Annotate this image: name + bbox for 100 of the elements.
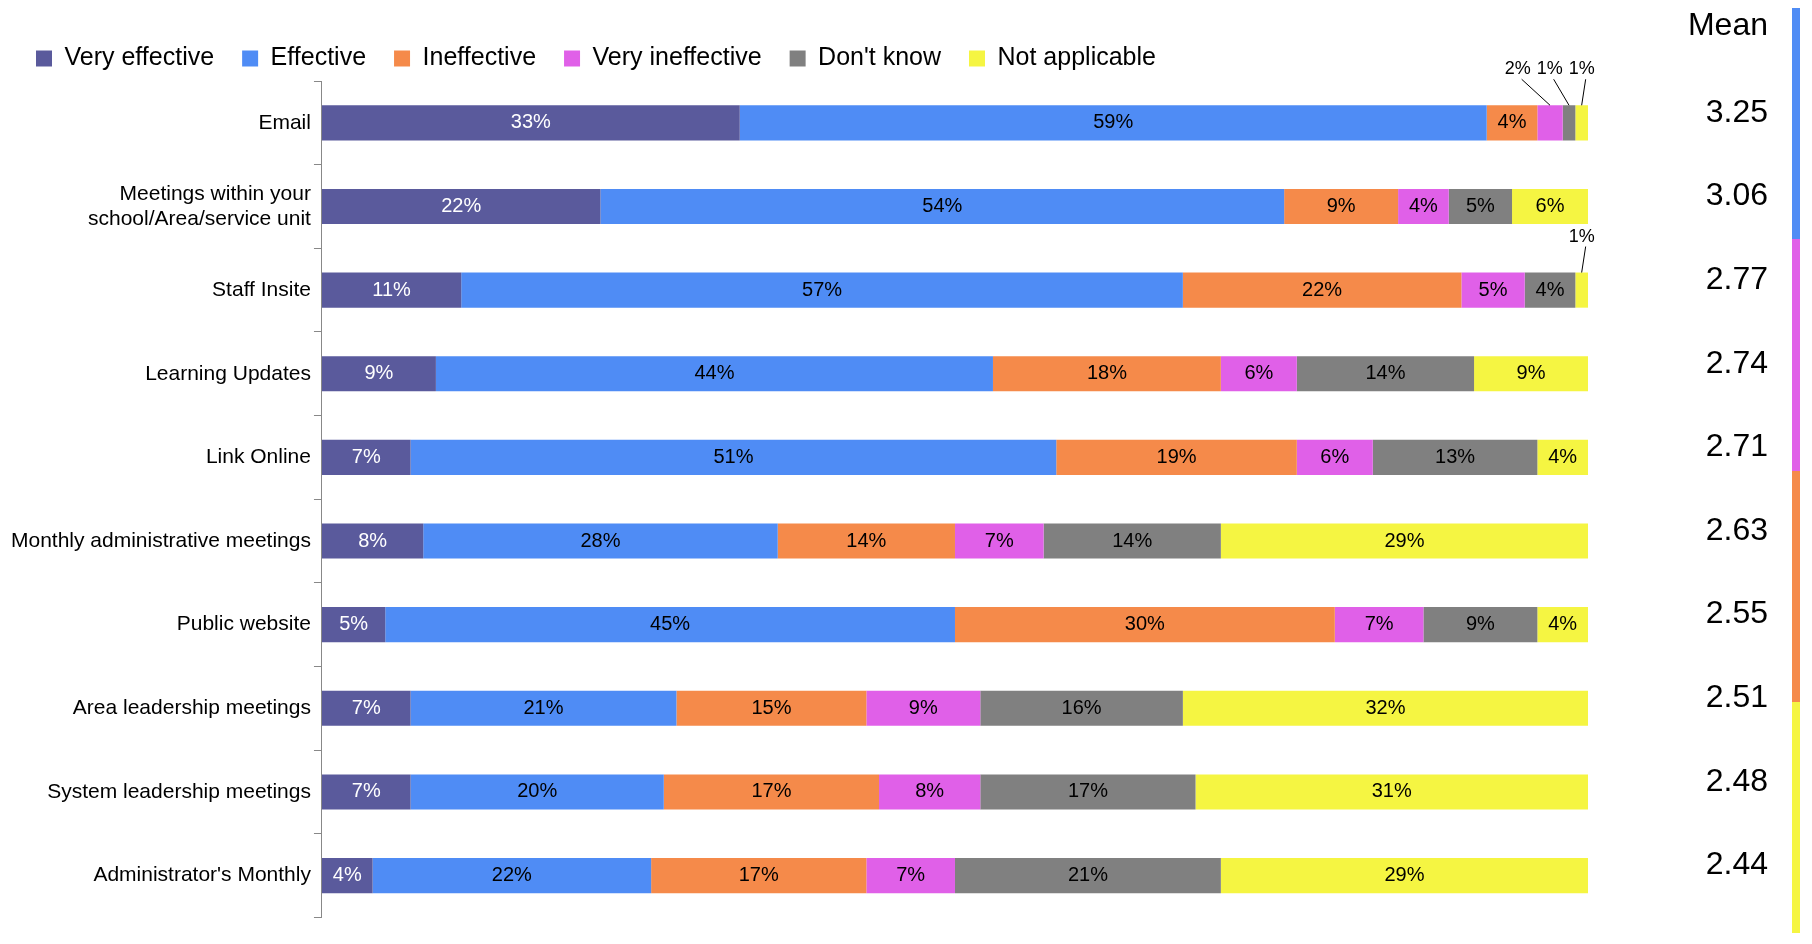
- bar: [651, 858, 867, 894]
- bar: [1423, 607, 1538, 643]
- data-label: 4%: [1548, 612, 1578, 635]
- data-label: 7%: [351, 695, 381, 718]
- data-label: 33%: [510, 110, 552, 133]
- bar: [1043, 523, 1221, 559]
- y-tick-label: Staff Insite: [212, 276, 311, 300]
- bar: [1575, 105, 1588, 141]
- data-label: 1%: [1568, 58, 1595, 79]
- data-label: 59%: [1093, 110, 1134, 133]
- text: 2.77: [1705, 259, 1768, 296]
- data-label: 7%: [896, 863, 926, 886]
- bar: [1182, 272, 1462, 308]
- text: 2.51: [1705, 678, 1768, 715]
- data-label: 9%: [1465, 612, 1496, 635]
- data-label: 22%: [441, 193, 482, 216]
- data-label: 14%: [1365, 361, 1406, 384]
- data-label: 21%: [1067, 863, 1109, 886]
- data-label: 8%: [915, 779, 945, 802]
- data-label: 4%: [1497, 110, 1527, 133]
- bar: [435, 356, 993, 392]
- bar: [1537, 105, 1563, 141]
- bar: [1562, 105, 1576, 141]
- data-label: 7%: [351, 444, 381, 467]
- data-label: 2%: [1504, 58, 1531, 79]
- data-label: 4%: [332, 863, 362, 886]
- bar: [676, 690, 867, 726]
- bar: [410, 774, 664, 810]
- bar: [423, 523, 778, 559]
- text: 2.71: [1705, 427, 1768, 464]
- data-label: 17%: [751, 779, 792, 802]
- bar: [461, 272, 1183, 308]
- y-tick-label: Meetings within your school/Area/service unit: [88, 180, 312, 229]
- data-label: 29%: [1384, 863, 1425, 886]
- data-label: 7%: [1364, 612, 1394, 635]
- bar: [1461, 272, 1525, 308]
- data-label: 6%: [1535, 193, 1565, 216]
- data-label: 7%: [351, 779, 381, 802]
- data-label: 9%: [1516, 361, 1546, 384]
- data-label: 8%: [358, 528, 388, 551]
- data-label: 13%: [1435, 444, 1476, 467]
- data-label: 4%: [1548, 444, 1578, 467]
- data-label: 6%: [1244, 361, 1274, 384]
- data-label: 4%: [1535, 277, 1565, 300]
- data-label: 19%: [1156, 444, 1197, 467]
- bar: [879, 774, 981, 810]
- bar: [1220, 858, 1588, 894]
- data-label: 20%: [517, 779, 558, 802]
- text: 2.48: [1705, 761, 1768, 798]
- data-label: 7%: [984, 528, 1014, 551]
- text: Mean: [1687, 5, 1768, 42]
- data-label: 15%: [751, 695, 792, 718]
- bar: [1296, 439, 1373, 475]
- bar: [385, 607, 955, 643]
- bar: [321, 356, 436, 392]
- text: 3.25: [1705, 92, 1768, 129]
- legend-label: Not applicable: [997, 42, 1156, 71]
- data-label: 9%: [1326, 193, 1356, 216]
- data-label: 21%: [523, 695, 564, 718]
- data-label: 14%: [846, 528, 887, 551]
- bar: [1474, 356, 1588, 392]
- data-label: 11%: [372, 277, 412, 300]
- bar: [954, 523, 1044, 559]
- bar: [1220, 523, 1588, 559]
- data-label: 30%: [1124, 612, 1166, 635]
- text: 2.74: [1705, 343, 1768, 380]
- bar: [980, 774, 1196, 810]
- bar: [1182, 690, 1588, 726]
- bar: [321, 272, 462, 308]
- data-label: 16%: [1061, 695, 1102, 718]
- bar: [739, 105, 1487, 141]
- data-label: 1%: [1568, 225, 1595, 246]
- bar: [954, 607, 1335, 643]
- data-label: 28%: [580, 528, 621, 551]
- bar: [1296, 356, 1475, 392]
- bar: [600, 188, 1285, 225]
- bar: [321, 774, 411, 810]
- y-tick-label: Monthly administrative meetings: [10, 527, 311, 551]
- bar: [1575, 272, 1588, 308]
- data-label: 45%: [650, 612, 691, 635]
- y-tick-label: Area leadership meetings: [72, 695, 311, 719]
- bar: [1056, 439, 1297, 475]
- y-tick-label: Public website: [176, 611, 311, 635]
- bar: [372, 858, 652, 894]
- y-tick-label: System leadership meetings: [47, 778, 311, 802]
- text: 2.55: [1705, 594, 1768, 631]
- bar: [1372, 439, 1538, 475]
- data-label: 31%: [1371, 779, 1412, 802]
- data-label: 5%: [339, 612, 369, 635]
- data-label: 54%: [922, 193, 963, 216]
- text: 2.44: [1705, 845, 1768, 882]
- y-tick-label: Email: [258, 109, 311, 133]
- legend-label: Very ineffective: [592, 42, 762, 71]
- data-label: 9%: [364, 361, 394, 384]
- bar: [321, 439, 411, 475]
- legend-label: Effective: [270, 42, 367, 71]
- data-label: 29%: [1384, 528, 1425, 551]
- data-label: 57%: [802, 277, 843, 300]
- bar: [1284, 188, 1399, 225]
- data-label: 44%: [694, 361, 735, 384]
